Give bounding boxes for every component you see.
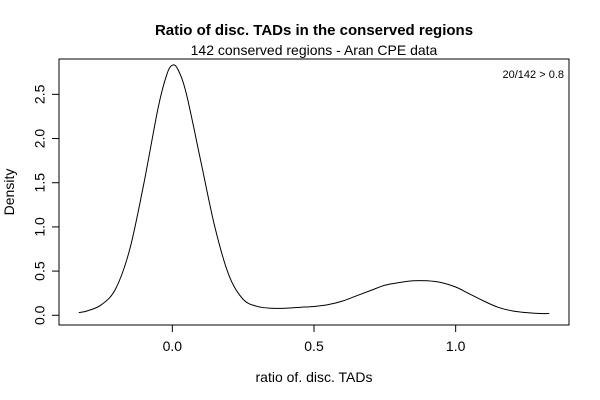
x-tick-label: 0.5 [304, 338, 324, 354]
chart-annotation: 20/142 > 0.8 [503, 69, 564, 81]
y-tick-label: 2.5 [32, 84, 48, 104]
chart-subtitle: 142 conserved regions - Aran CPE data [191, 42, 438, 58]
y-tick-label: 0.5 [32, 261, 48, 281]
x-tick-label: 0.0 [163, 338, 183, 354]
x-tick-label: 1.0 [446, 338, 466, 354]
chart-title: Ratio of disc. TADs in the conserved reg… [155, 22, 473, 39]
y-axis-label: Density [1, 169, 17, 216]
y-tick-label: 0.0 [32, 305, 48, 325]
y-tick-label: 2.0 [32, 129, 48, 149]
series-layer [78, 64, 550, 315]
y-axis: 0.0 0.5 1.0 1.5 2.0 2.5 [32, 84, 60, 325]
x-axis-label: ratio of. disc. TADs [256, 369, 373, 385]
y-tick-label: 1.5 [32, 173, 48, 193]
plot-frame [58, 58, 570, 326]
density-curve [78, 64, 550, 315]
y-tick-label: 1.0 [32, 217, 48, 237]
x-axis: 0.0 0.5 1.0 [163, 324, 466, 354]
